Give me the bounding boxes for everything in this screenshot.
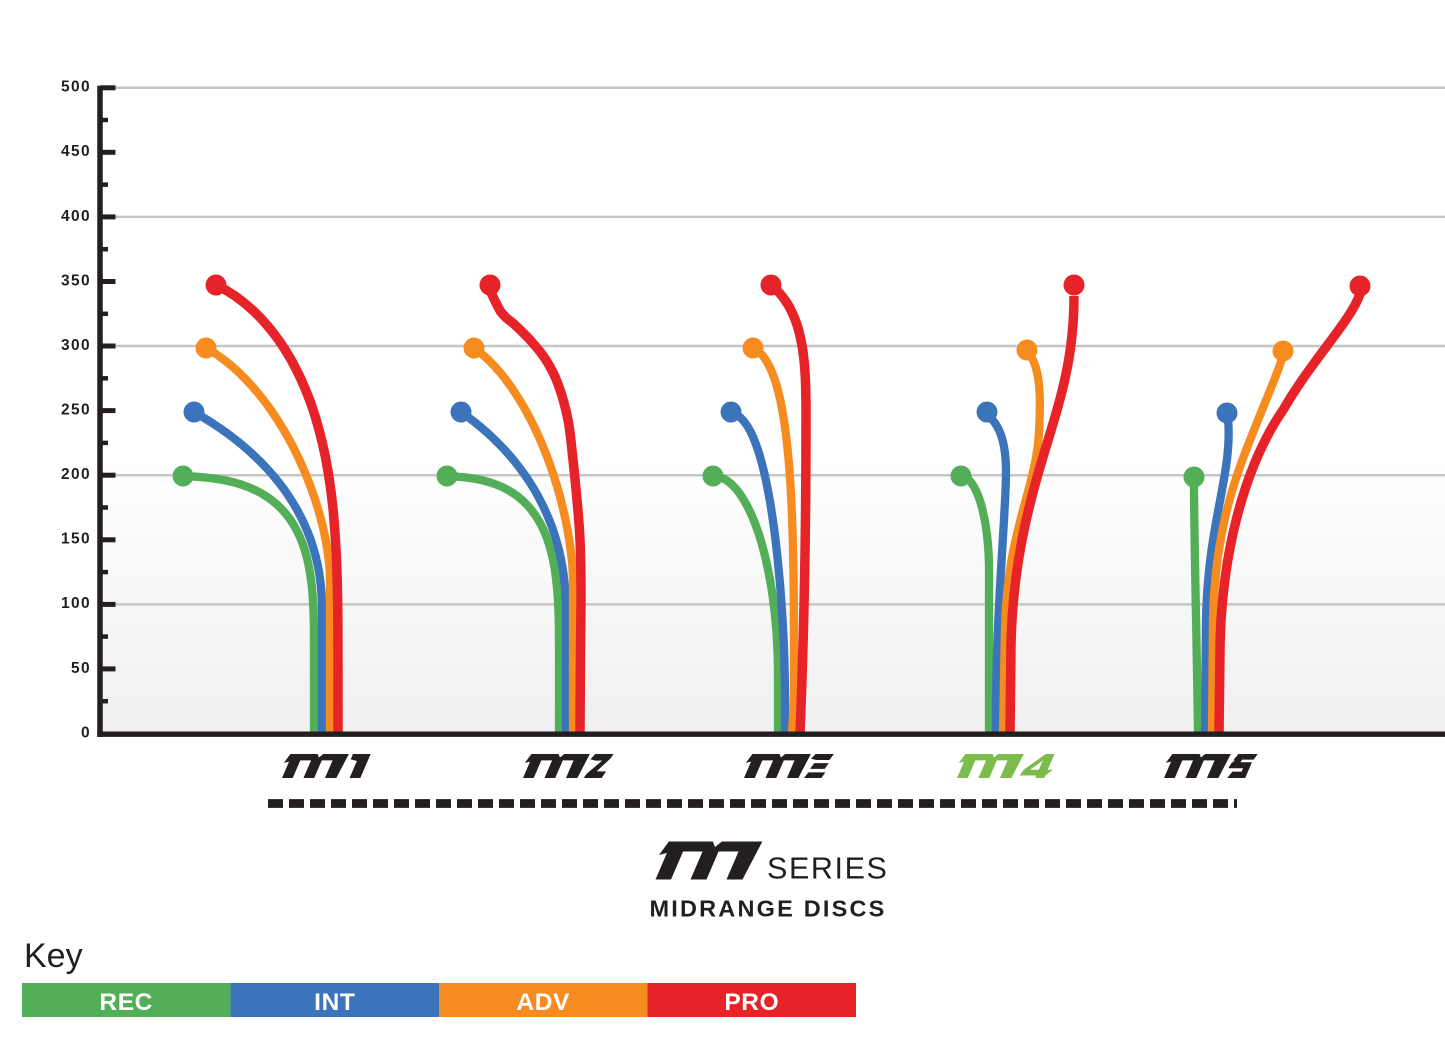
svg-text:0: 0 <box>81 724 91 741</box>
svg-text:MIDRANGE DISCS: MIDRANGE DISCS <box>649 896 886 922</box>
svg-text:REC: REC <box>99 989 153 1016</box>
svg-text:50: 50 <box>71 660 91 677</box>
svg-text:300: 300 <box>61 337 91 354</box>
svg-text:Key: Key <box>24 937 83 975</box>
svg-text:SERIES: SERIES <box>767 852 888 886</box>
svg-text:ADV: ADV <box>516 989 570 1016</box>
svg-text:350: 350 <box>61 272 91 289</box>
svg-text:450: 450 <box>61 143 91 160</box>
svg-text:100: 100 <box>61 595 91 612</box>
svg-text:150: 150 <box>61 531 91 548</box>
svg-text:500: 500 <box>61 79 91 96</box>
svg-text:200: 200 <box>61 466 91 483</box>
svg-text:250: 250 <box>61 402 91 419</box>
svg-text:400: 400 <box>61 208 91 225</box>
svg-text:INT: INT <box>314 989 355 1016</box>
svg-text:PRO: PRO <box>724 989 779 1016</box>
